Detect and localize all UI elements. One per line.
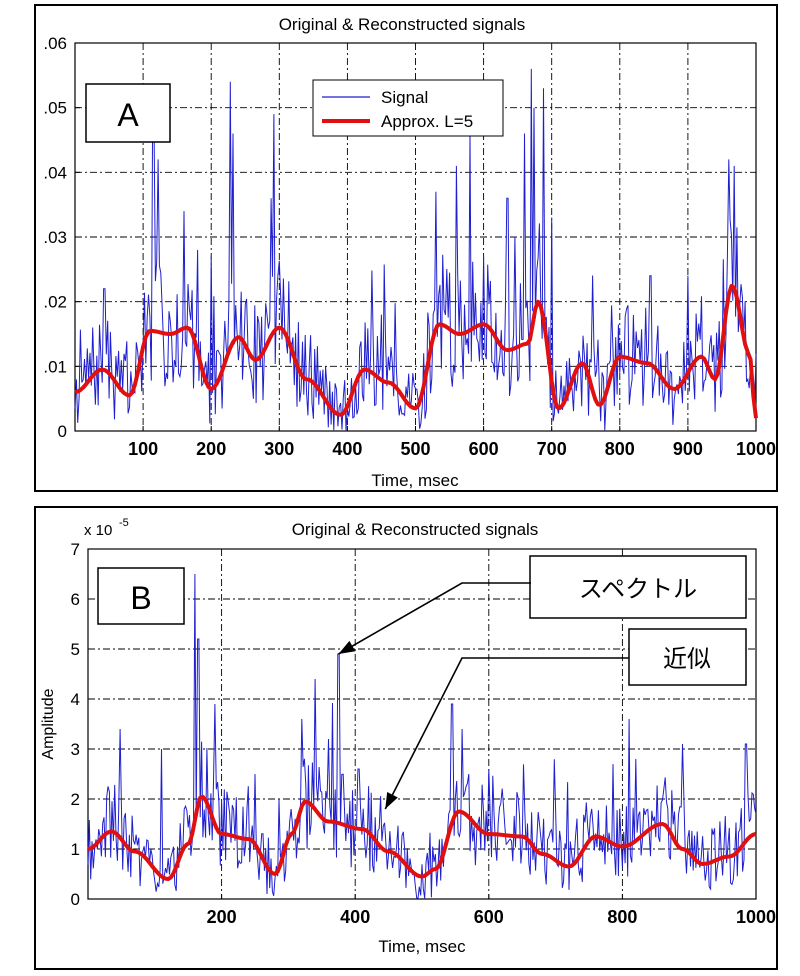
x-tick-label: 800	[607, 907, 637, 927]
panel-a-label: A	[117, 97, 139, 133]
panel-b-ylabel: Amplitude	[40, 688, 57, 759]
annotation-arrow-line	[338, 582, 531, 655]
annotation-spectrum-label: スペクトル	[579, 575, 697, 603]
annotation-approx-label: 近似	[663, 645, 711, 673]
y-tick-label: 4	[71, 690, 80, 709]
x-tick-label: 900	[673, 439, 703, 459]
annotation-approx-box	[628, 628, 747, 686]
y-tick-label: 5	[71, 640, 80, 659]
y-tick-label: 2	[71, 790, 80, 809]
panel-a-xlabel: Time, msec	[371, 471, 459, 490]
panel-b-ticks: 200 400 600 800 1000 0 1 2 3 4 5 6 7	[71, 540, 776, 927]
panel-b-xlabel: Time, msec	[378, 937, 466, 956]
x-tick-label: 400	[332, 439, 362, 459]
y-tick-label: .02	[43, 293, 67, 312]
x-tick-label: 400	[340, 907, 370, 927]
panel-a: Original & Reconstructed signals 100 200 3…	[34, 4, 778, 492]
approx-line	[87, 794, 757, 881]
x-tick-label: 500	[400, 439, 430, 459]
panel-a-label-box	[85, 83, 171, 143]
x-tick-label: 100	[128, 439, 158, 459]
panel-b-title: Original & Reconstructed signals	[292, 520, 539, 539]
y-tick-label: 3	[71, 740, 80, 759]
x-tick-label: 700	[537, 439, 567, 459]
x-tick-label: 600	[469, 439, 499, 459]
y-tick-label: 0	[71, 890, 80, 909]
panel-a-legend: Signal Approx. L=5	[312, 79, 504, 137]
annotation-spectrum-box	[529, 555, 747, 619]
panel-a-title: Original & Reconstructed signals	[279, 15, 526, 34]
signal-line	[74, 68, 757, 431]
x-tick-label: 300	[264, 439, 294, 459]
panel-b-axes	[87, 548, 757, 900]
annotation-arrow-line	[384, 657, 629, 810]
annotation-arrow-head	[385, 792, 398, 809]
panel-a-frame	[34, 4, 778, 492]
approx-line	[74, 283, 758, 419]
y-tick-label: 0	[58, 422, 67, 441]
legend-box	[312, 79, 504, 137]
panel-b-approx-series	[87, 794, 757, 881]
x-tick-label: 200	[207, 907, 237, 927]
panel-b-exponent-power: -5	[119, 517, 129, 529]
legend-signal-label: Signal	[381, 88, 428, 107]
panel-b-signal-series	[87, 573, 757, 899]
panel-b-label: B	[130, 580, 151, 616]
y-tick-label: 6	[71, 590, 80, 609]
y-tick-label: 7	[71, 540, 80, 559]
y-tick-label: .06	[43, 34, 67, 53]
y-tick-label: .05	[43, 99, 67, 118]
x-tick-label: 600	[474, 907, 504, 927]
signal-line	[87, 573, 757, 899]
y-tick-label: 1	[71, 840, 80, 859]
annotation-arrows	[338, 582, 629, 810]
legend-approx-label: Approx. L=5	[381, 112, 473, 131]
x-tick-label: 800	[605, 439, 635, 459]
x-tick-label: 1000	[736, 907, 776, 927]
panel-a-signal-series	[74, 68, 757, 431]
x-tick-label: 1000	[736, 439, 776, 459]
panel-b: Original & Reconstructed signals x 10 -5…	[34, 506, 778, 970]
y-tick-label: .01	[43, 357, 67, 376]
annotation-arrow-head	[338, 640, 356, 654]
x-tick-label: 200	[196, 439, 226, 459]
panel-b-label-box	[97, 567, 185, 625]
panel-a-ticks: 100 200 300 400 500 600 700 800 900 1000 0 .01 .02 .0…	[43, 34, 776, 459]
panel-a-approx-series	[74, 283, 758, 419]
y-tick-label: .04	[43, 163, 67, 182]
y-tick-label: .03	[43, 228, 67, 247]
panel-b-exponent-base: x 10	[84, 522, 112, 539]
